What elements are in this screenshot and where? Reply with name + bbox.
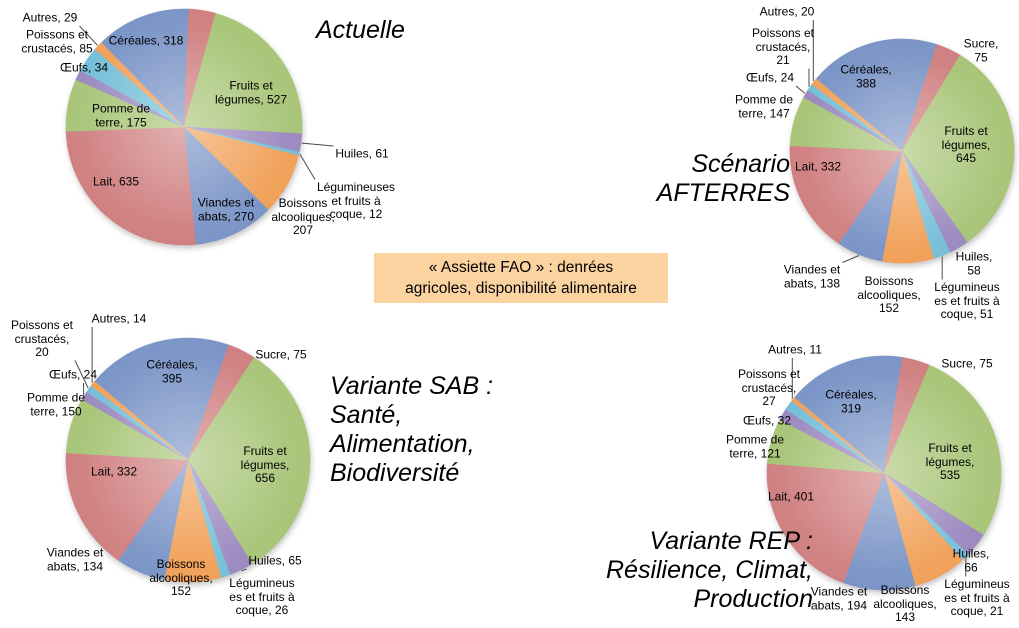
leader-line-poissons-et-crustaces	[74, 360, 89, 389]
slice-label-legumineuses-fruits-a-coque: Légumineus es et fruits à coque, 21	[944, 576, 1010, 618]
slice-label-viandes-et-abats: Viandes et abats, 134	[46, 545, 104, 573]
slice-label-fruits-et-legumes: Fruits et légumes, 645	[941, 123, 991, 165]
slice-label-poissons-et-crustaces: Poissons et crustacés, 85	[21, 27, 93, 55]
pie-gloss	[66, 9, 302, 245]
slice-label-autres: Autres, 29	[22, 10, 78, 25]
slice-label-huiles: Huiles, 65	[248, 553, 302, 568]
slice-label-autres: Autres, 11	[768, 342, 822, 357]
slice-label-oeufs: Œufs, 32	[742, 413, 792, 428]
leader-line-oeufs	[795, 85, 806, 94]
slice-label-boissons-alcooliques: Boissons alcooliques, 143	[873, 582, 937, 624]
slice-label-fruits-et-legumes: Fruits et légumes, 535	[925, 440, 975, 482]
slice-label-sucre: Sucre, 75	[941, 356, 993, 371]
pie-chart-2	[65, 337, 311, 583]
slice-label-sucre: Sucre, 75	[255, 347, 307, 362]
slice-label-sucre: Sucre, 75	[963, 36, 999, 64]
slice-label-boissons-alcooliques: Boissons alcooliques, 152	[149, 556, 213, 598]
slice-label-lait: Lait, 401	[767, 489, 815, 504]
slice-label-huiles: Huiles, 66	[952, 546, 990, 574]
slice-label-lait: Lait, 635	[92, 174, 140, 189]
slice-label-pomme-de-terre: Pomme de terre, 147	[734, 92, 794, 120]
slice-label-pomme-de-terre: Pomme de terre, 150	[26, 390, 86, 418]
slice-label-cereales: Céréales, 318	[108, 33, 184, 48]
pie-gloss	[767, 356, 1001, 590]
slice-label-pomme-de-terre: Pomme de terre, 175	[91, 101, 151, 129]
slice-label-cereales: Céréales, 388	[840, 62, 892, 90]
slice-label-viandes-et-abats: Viandes et abats, 138	[783, 262, 841, 290]
pie-chart-3	[766, 355, 1002, 591]
leader-line-legumineuses-fruits-a-coque	[299, 153, 316, 180]
slice-label-lait: Lait, 332	[90, 464, 138, 479]
slice-label-viandes-et-abats: Viandes et abats, 270	[197, 195, 255, 223]
slice-label-fruits-et-legumes: Fruits et légumes, 656	[240, 443, 290, 485]
slice-label-legumineuses-fruits-a-coque: Légumineus es et fruits à coque, 51	[934, 279, 1000, 321]
slice-label-autres: Autres, 14	[91, 311, 147, 326]
chart-title-variante-rep: Variante REP : Résilience, Climat, Produ…	[605, 527, 813, 613]
slice-label-cereales: Céréales, 319	[825, 387, 877, 415]
pie-chart-0	[65, 8, 303, 246]
slice-label-cereales: Céréales, 395	[146, 357, 198, 385]
slice-label-oeufs: Œufs, 24	[48, 367, 98, 382]
leader-line-huiles	[241, 568, 247, 572]
chart-title-afterres: Scénario AFTERRES	[656, 150, 790, 207]
chart-title-actuelle: Actuelle	[316, 16, 405, 44]
leader-line-viandes-et-abats	[842, 255, 860, 263]
slice-label-oeufs: Œufs, 34	[59, 60, 109, 75]
slice-label-legumineuses-fruits-a-coque: Légumineuses et fruits à coque, 12	[316, 179, 396, 221]
slice-label-pomme-de-terre: Pomme de terre, 121	[725, 432, 785, 460]
slice-label-boissons-alcooliques: Boissons alcooliques, 152	[857, 273, 921, 315]
slice-label-huiles: Huiles, 58	[955, 249, 993, 277]
slice-label-legumineuses-fruits-a-coque: Légumineus es et fruits à coque, 26	[229, 575, 295, 617]
chart-title-variante-sab: Variante SAB : Santé, Alimentation, Biod…	[330, 372, 494, 487]
slice-label-boissons-alcooliques: Boissons alcooliques, 207	[271, 195, 335, 237]
slice-label-poissons-et-crustaces: Poissons et crustacés, 27	[737, 366, 801, 408]
pie-chart-1	[789, 38, 1015, 264]
center-note: « Assiette FAO » : denrées agricoles, di…	[374, 253, 668, 303]
pie-gloss	[790, 39, 1014, 263]
leader-line-autres	[79, 25, 98, 46]
slice-label-lait: Lait, 332	[794, 159, 842, 174]
slice-label-viandes-et-abats: Viandes et abats, 194	[810, 584, 868, 612]
slice-label-huiles: Huiles, 61	[335, 146, 389, 161]
slice-label-fruits-et-legumes: Fruits et légumes, 527	[214, 78, 288, 106]
slice-label-oeufs: Œufs, 24	[745, 70, 795, 85]
leader-line-huiles	[301, 142, 334, 147]
pie-gloss	[66, 338, 310, 582]
slice-label-poissons-et-crustaces: Poissons et crustacés, 21	[751, 25, 815, 67]
slice-label-autres: Autres, 20	[759, 4, 815, 19]
slice-label-poissons-et-crustaces: Poissons et crustacés, 20	[10, 317, 74, 359]
